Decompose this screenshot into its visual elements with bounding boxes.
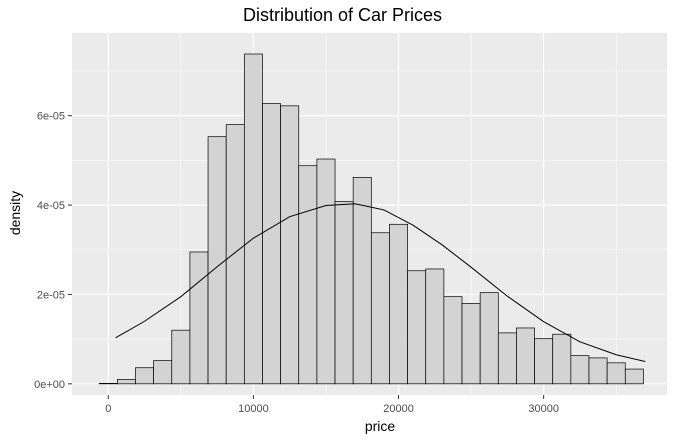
y-tick-label: 6e-05	[37, 111, 65, 123]
histogram-bar	[352, 177, 372, 385]
histogram-bar	[497, 332, 517, 385]
histogram-bar	[207, 136, 227, 385]
histogram-bar	[153, 360, 173, 385]
histogram-bar	[280, 105, 300, 385]
x-tick-label: 0	[105, 403, 111, 415]
histogram-bar	[225, 124, 245, 385]
histogram-bar	[117, 379, 136, 385]
histogram-bars	[98, 53, 644, 385]
histogram-bar	[135, 367, 154, 385]
histogram-bar	[606, 362, 626, 385]
histogram-bar	[570, 355, 590, 385]
histogram-bar	[552, 333, 572, 385]
x-axis-title: price	[365, 418, 396, 434]
x-tick-label: 30000	[528, 403, 559, 415]
histogram-bar	[243, 53, 263, 385]
y-tick-label: 4e-05	[37, 200, 65, 212]
histogram-bar	[334, 201, 354, 385]
histogram-bar	[407, 270, 427, 385]
histogram-bar	[461, 303, 481, 385]
histogram-bar	[316, 158, 336, 385]
x-tick-label: 20000	[383, 403, 414, 415]
histogram-bar	[624, 368, 644, 385]
y-axis: 0e+00 2e-05 4e-05 6e-05	[34, 111, 72, 391]
normal-density-curve	[115, 203, 646, 362]
histogram-bar	[425, 268, 445, 385]
histogram-bar	[262, 103, 281, 385]
histogram-bar	[298, 165, 318, 385]
histogram-bar	[370, 232, 390, 385]
histogram-bar	[516, 327, 535, 385]
chart-title: Distribution of Car Prices	[242, 5, 443, 25]
y-tick-label: 2e-05	[37, 289, 65, 301]
x-axis: 0 10000 20000 30000	[105, 395, 559, 415]
histogram-bar	[534, 338, 554, 385]
y-axis-title: density	[7, 191, 23, 235]
histogram-bar	[389, 223, 408, 385]
x-tick-label: 10000	[238, 403, 269, 415]
histogram-bar	[588, 357, 608, 385]
histogram-bar	[479, 292, 499, 385]
y-tick-label: 0e+00	[34, 379, 65, 391]
histogram-bar	[171, 329, 191, 385]
histogram-bar	[189, 251, 209, 385]
histogram-bar	[443, 296, 463, 385]
